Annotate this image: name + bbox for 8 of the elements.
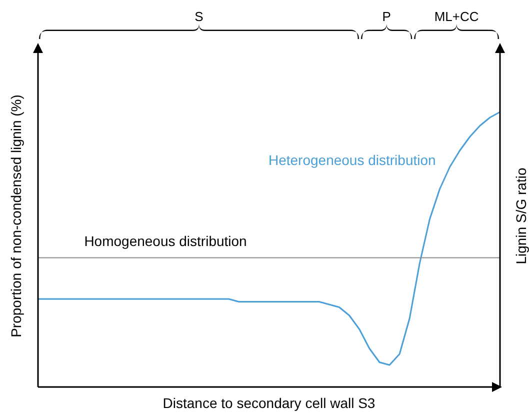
y-axis-title: Proportion of non-condensed lignin (%) bbox=[8, 94, 24, 338]
text: S bbox=[194, 9, 204, 24]
series-label: Heterogeneous distribution bbox=[268, 152, 436, 168]
text: P bbox=[382, 9, 391, 24]
text: ML+CC bbox=[434, 9, 479, 24]
x-axis-title: Distance to secondary cell wall S3 bbox=[162, 395, 376, 411]
y2-axis-title: Lignin S/G ratio bbox=[512, 168, 529, 264]
series-label: Homogeneous distribution bbox=[84, 233, 247, 249]
